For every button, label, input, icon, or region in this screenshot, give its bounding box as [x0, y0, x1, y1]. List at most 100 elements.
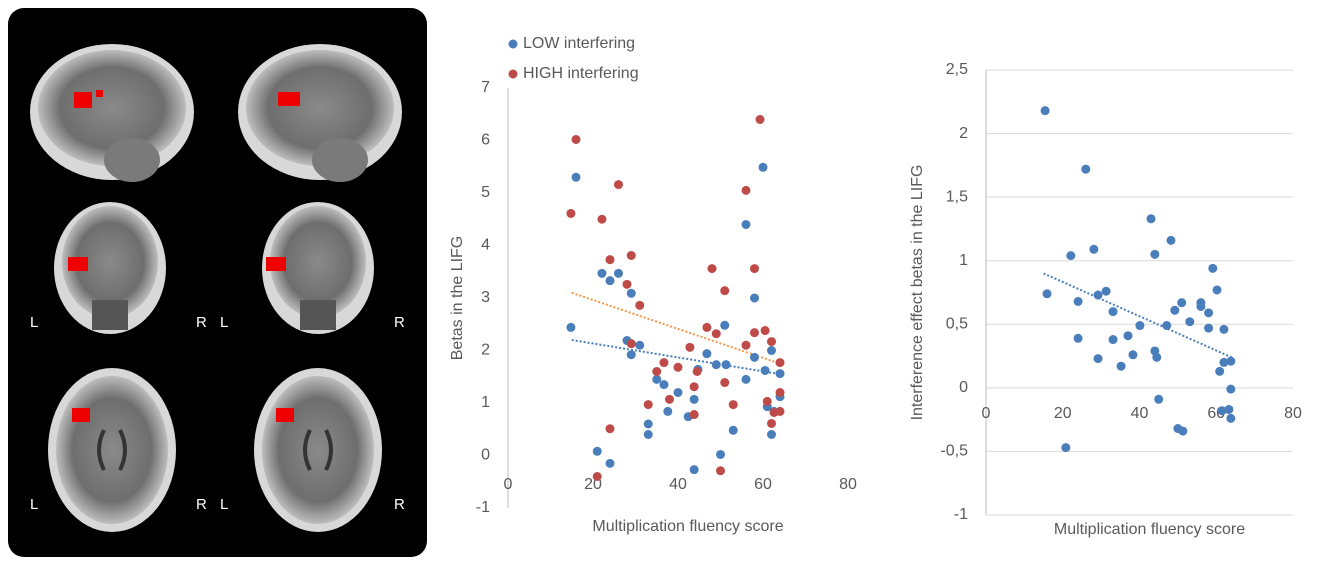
point	[1150, 250, 1159, 259]
point	[1081, 165, 1090, 174]
side-label: L	[220, 496, 228, 513]
y-tick-label: 6	[481, 132, 490, 149]
point	[759, 163, 768, 172]
point	[593, 447, 602, 456]
point	[763, 397, 772, 406]
side-label: R	[394, 496, 405, 513]
point	[674, 388, 683, 397]
point	[1061, 443, 1070, 452]
point	[767, 430, 776, 439]
y-tick-label: 2	[481, 342, 490, 359]
point	[776, 369, 785, 378]
x-tick-label: 80	[839, 476, 857, 493]
point	[1224, 405, 1233, 414]
point	[1177, 298, 1186, 307]
point	[1204, 324, 1213, 333]
point	[597, 215, 606, 224]
point	[742, 341, 751, 350]
trendline	[1044, 273, 1232, 357]
y-axis-title: Betas in the LIFG	[449, 236, 466, 361]
point	[1226, 414, 1235, 423]
point	[742, 186, 751, 195]
y-tick-label: 0,5	[946, 316, 968, 333]
x-tick-label: 40	[1131, 405, 1149, 422]
point	[1117, 362, 1126, 371]
point	[606, 255, 615, 264]
y-tick-label: 1	[959, 252, 968, 269]
point	[1196, 302, 1205, 311]
point	[1213, 285, 1222, 294]
point	[761, 326, 770, 335]
y-tick-label: 3	[481, 289, 490, 306]
point	[606, 276, 615, 285]
point	[606, 459, 615, 468]
point	[1066, 251, 1075, 260]
point	[635, 301, 644, 310]
x-tick-label: 0	[504, 476, 513, 493]
point	[1109, 307, 1118, 316]
point	[685, 343, 694, 352]
point	[566, 209, 575, 218]
point	[566, 323, 575, 332]
point	[750, 264, 759, 273]
point	[693, 367, 702, 376]
point	[729, 400, 738, 409]
y-tick-label: 2,5	[946, 61, 968, 78]
point	[1178, 427, 1187, 436]
point	[1162, 321, 1171, 330]
point	[1170, 306, 1179, 315]
y-tick-label: 1	[481, 394, 490, 411]
point	[716, 450, 725, 459]
point	[690, 382, 699, 391]
point	[614, 180, 623, 189]
point	[776, 407, 785, 416]
point	[712, 360, 721, 369]
side-label: R	[196, 496, 207, 513]
x-tick-label: 80	[1284, 405, 1302, 422]
point	[1123, 331, 1132, 340]
point	[776, 358, 785, 367]
activation	[278, 92, 300, 106]
point	[1147, 214, 1156, 223]
point	[750, 353, 759, 362]
side-label: L	[30, 496, 38, 513]
trendline	[572, 293, 780, 364]
point	[593, 472, 602, 481]
point	[702, 323, 711, 332]
point	[776, 388, 785, 397]
point	[1204, 308, 1213, 317]
x-tick-label: 0	[982, 405, 991, 422]
y-axis-title: Interference effect betas in the LIFG	[909, 165, 926, 421]
point	[635, 341, 644, 350]
x-tick-label: 40	[669, 476, 687, 493]
point	[720, 378, 729, 387]
point	[716, 466, 725, 475]
side-label: R	[196, 314, 207, 331]
side-label: L	[30, 314, 38, 331]
point	[1185, 317, 1194, 326]
point	[767, 337, 776, 346]
point	[1226, 357, 1235, 366]
y-tick-label: 0	[959, 379, 968, 396]
point	[702, 349, 711, 358]
activation	[72, 408, 90, 422]
point	[720, 321, 729, 330]
legend-label: LOW interfering	[523, 35, 635, 52]
point	[1094, 354, 1103, 363]
point	[1135, 321, 1144, 330]
y-tick-label: -0,5	[940, 443, 968, 460]
point	[767, 419, 776, 428]
point	[1154, 395, 1163, 404]
activation	[276, 408, 294, 422]
point	[1109, 335, 1118, 344]
point	[614, 269, 623, 278]
y-tick-label: 7	[481, 79, 490, 96]
point	[652, 367, 661, 376]
x-tick-label: 20	[1054, 405, 1072, 422]
coronal-slice	[262, 202, 374, 334]
y-tick-label: 0	[481, 447, 490, 464]
point	[644, 420, 653, 429]
y-tick-label: 2	[959, 125, 968, 142]
point	[742, 220, 751, 229]
point	[572, 173, 581, 182]
